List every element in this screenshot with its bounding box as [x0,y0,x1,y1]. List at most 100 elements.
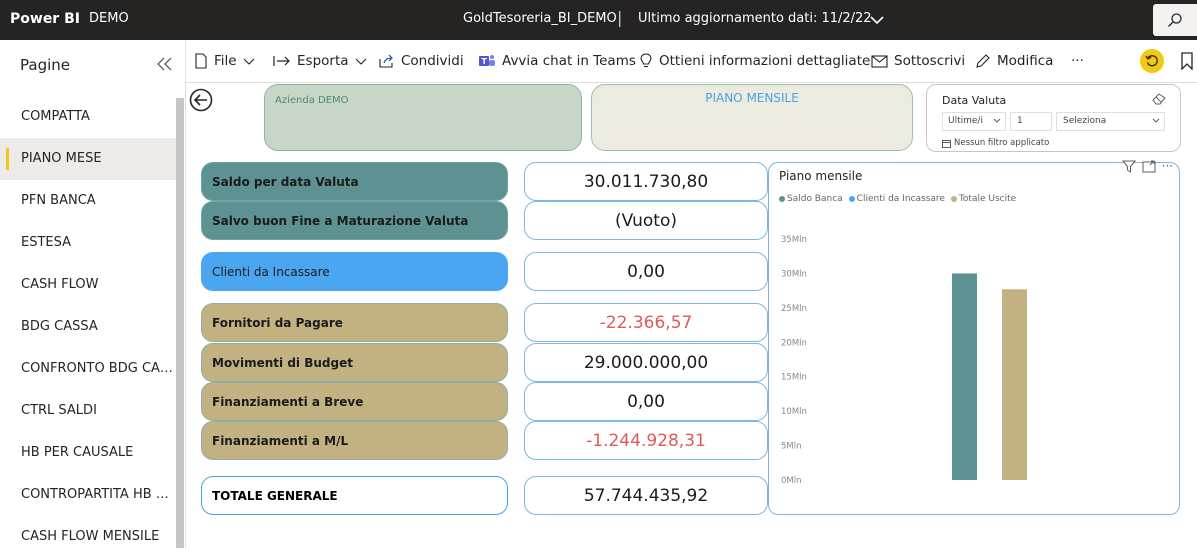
pages-scrollbar[interactable] [176,98,184,548]
label-fin-ml: Finanziamenti a M/L [201,421,508,460]
legend-item[interactable]: Saldo Banca [779,194,843,204]
label-salvo-buon-fine: Salvo buon Fine a Maturazione Valuta [201,201,508,240]
slicer-mode-value: Ultime/i [948,116,983,126]
label-fin-breve: Finanziamenti a Breve [201,382,508,421]
chart-legend: Saldo Banca Clienti da Incassare Totale … [779,194,1016,204]
share-icon [379,54,393,68]
chart-visual[interactable]: Piano mensile ··· Saldo Banca Clienti da… [768,159,1180,515]
action-bar: File Esporta Condividi T Avvia chat in T… [186,40,1197,83]
more-options-button[interactable]: ··· [1071,53,1084,69]
page-item-ctrl-saldi[interactable]: CTRL SALDI [21,403,97,418]
teams-icon: T [479,55,495,66]
legend-dot [950,196,957,202]
edit-label: Modifica [997,53,1054,69]
value-fin-breve: 0,00 [524,382,768,421]
search-button[interactable] [1153,4,1197,36]
back-arrow-icon[interactable] [189,88,213,112]
workspace-name[interactable]: DEMO [89,11,129,26]
legend-label: Clienti da Incassare [856,194,945,204]
insights-label: Ottieni informazioni dettagliate [659,53,871,69]
export-arrow-icon [273,56,290,66]
reset-icon [1145,55,1158,67]
y-tick-label: 15Mln [781,373,807,383]
value-fornitori: -22.366,57 [524,303,768,342]
legend-label: Saldo Banca [787,194,843,204]
subscribe-label: Sottoscrivi [894,53,966,69]
y-tick-label: 25Mln [781,304,807,314]
page-item-cash-flow-mensile[interactable]: CASH FLOW MENSILE [21,529,160,544]
visual-more-icon[interactable]: ··· [1161,159,1173,173]
page-item-estesa[interactable]: ESTESA [21,235,72,250]
label-fornitori: Fornitori da Pagare [201,303,508,342]
share-label: Condividi [401,53,464,69]
teams-label: Avvia chat in Teams [502,53,636,69]
date-slicer: Data Valuta Ultime/i 1 Seleziona Nessun … [926,84,1181,152]
y-tick-label: 30Mln [781,269,807,279]
export-label: Esporta [297,53,349,69]
value-totale: 57.744.435,92 [524,476,768,515]
svg-text:T: T [482,57,488,66]
legend-item[interactable]: Clienti da Incassare [848,194,945,204]
collapse-pane-icon[interactable] [155,55,173,73]
page-item-contropartita-hb[interactable]: CONTROPARTITA HB PER CAUSALE [21,487,176,502]
chevron-down-icon [993,118,1001,123]
page-item-confronto-bdg-cassa[interactable]: CONFRONTO BDG CASSA [21,361,176,376]
legend-label: Totale Uscite [958,194,1017,204]
label-totale: TOTALE GENERALE [201,476,508,515]
bar-saldo-banca[interactable] [952,273,977,480]
label-movimenti-budget: Movimenti di Budget [201,343,508,382]
last-update-text[interactable]: Ultimo aggiornamento dati: 11/2/22 [638,11,872,26]
subscribe-button[interactable]: Sottoscrivi [871,53,965,69]
y-tick-label: 20Mln [781,338,807,348]
value-clienti: 0,00 [524,252,768,291]
insights-button[interactable]: Ottieni informazioni dettagliate [639,53,870,69]
app-brand[interactable]: Power BI [10,11,80,27]
slicer-unit-value: Seleziona [1063,116,1107,126]
y-tick-label: 0Mln [781,476,802,486]
page-item-hb-per-causale[interactable]: HB PER CAUSALE [21,445,134,460]
teams-chat-button[interactable]: T Avvia chat in Teams [478,53,636,69]
bar-totale-uscite[interactable] [1002,289,1027,480]
share-button[interactable]: Condividi [379,53,464,69]
top-bar: Power BI DEMO GoldTesoreria_BI_DEMO | Ul… [0,0,1197,40]
slicer-count-input[interactable]: 1 [1010,112,1052,131]
lightbulb-icon [640,53,652,68]
page-item-piano-mese[interactable]: PIANO MESE [0,138,176,180]
more-label: ··· [1071,53,1084,69]
edit-button[interactable]: Modifica [975,53,1053,69]
title-separator: | [617,8,623,27]
legend-item[interactable]: Totale Uscite [950,194,1017,204]
filter-icon[interactable] [1121,160,1136,173]
value-movimenti-budget: 29.000.000,00 [524,343,768,382]
export-menu-button[interactable]: Esporta [273,53,367,69]
pages-pane: Pagine COMPATTA PIANO MESE PFN BANCA EST… [0,40,186,548]
page-item-pfn-banca[interactable]: PFN BANCA [21,193,96,208]
slicer-mode-dropdown[interactable]: Ultime/i [942,112,1006,131]
report-name: GoldTesoreria_BI_DEMO [463,11,617,26]
reset-button[interactable] [1140,49,1164,73]
search-icon [1168,13,1182,27]
bookmark-icon[interactable] [1181,52,1193,70]
chevron-down-icon[interactable] [869,12,885,28]
slicer-status-text: Nessun filtro applicato [954,138,1050,148]
chevron-down-icon [1152,118,1160,123]
page-item-cash-flow[interactable]: CASH FLOW [21,277,99,292]
file-menu-button[interactable]: File [194,53,255,69]
page-item-bdg-cassa[interactable]: BDG CASSA [21,319,98,334]
chevron-down-icon [243,58,254,65]
mail-icon [871,54,888,68]
value-fin-ml: -1.244.928,31 [524,421,768,460]
value-salvo-buon-fine: (Vuoto) [524,201,768,240]
label-saldo: Saldo per data Valuta [201,162,508,201]
visual-header: ··· [1121,159,1173,173]
eraser-icon[interactable] [1152,93,1166,105]
value-saldo: 30.011.730,80 [524,162,768,201]
y-tick-label: 5Mln [781,442,802,452]
slicer-unit-dropdown[interactable]: Seleziona [1056,112,1165,131]
calendar-icon [942,139,951,148]
y-tick-label: 35Mln [781,235,807,245]
page-item-compatta[interactable]: COMPATTA [21,109,90,124]
legend-dot [848,196,855,202]
report-canvas: Azienda DEMO PIANO MENSILE Data Valuta U… [186,83,1197,548]
focus-mode-icon[interactable] [1142,160,1156,173]
